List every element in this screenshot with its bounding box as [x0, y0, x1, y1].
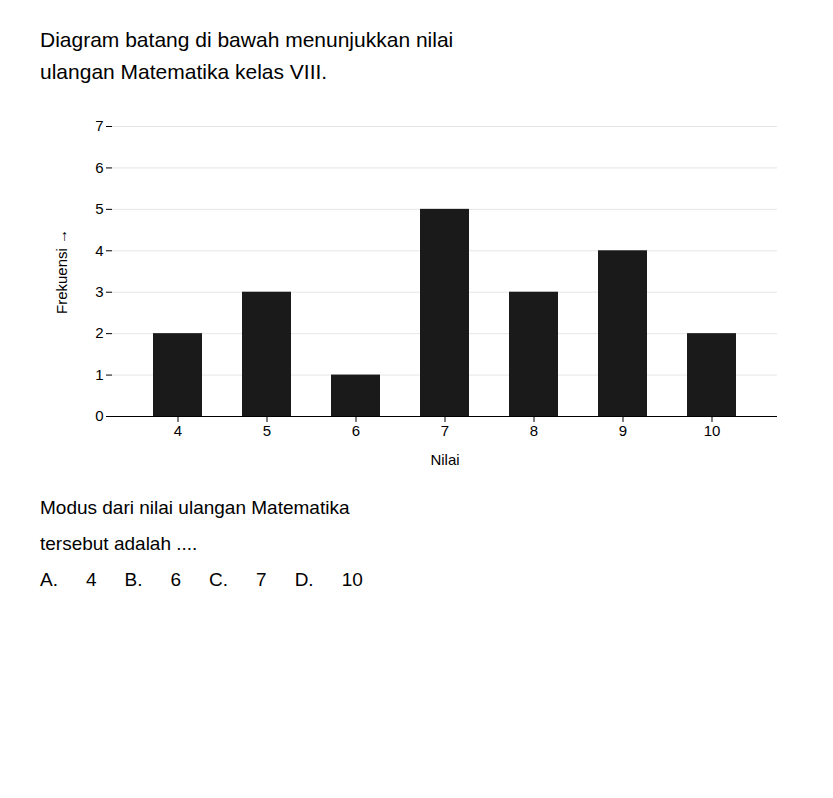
svg-text:Frekuensi →: Frekuensi → — [53, 229, 70, 314]
svg-text:3: 3 — [95, 283, 103, 300]
html-text:10: 10 — [341, 569, 363, 590]
svg-text:5: 5 — [263, 422, 271, 439]
html-text:C.: C. — [209, 569, 229, 590]
html-text:A.: A. — [40, 569, 58, 590]
svg-text:2: 2 — [95, 324, 103, 341]
svg-text:6: 6 — [95, 159, 103, 176]
html-text:ulangan Matematika kelas VIII.: ulangan Matematika kelas VIII. — [40, 60, 328, 83]
svg-text:8: 8 — [530, 422, 538, 439]
svg-text:0: 0 — [95, 407, 103, 424]
html-text:D.: D. — [294, 569, 314, 590]
html-text:4: 4 — [86, 569, 97, 590]
html-text:6: 6 — [170, 569, 182, 590]
svg-text:7: 7 — [95, 117, 103, 134]
svg-text:1: 1 — [95, 366, 103, 383]
svg-text:6: 6 — [352, 422, 360, 439]
svg-text:10: 10 — [704, 422, 721, 439]
svg-text:Nilai: Nilai — [430, 451, 459, 468]
html-text:B.: B. — [124, 569, 143, 590]
svg-text:7: 7 — [441, 422, 449, 439]
html-text:Diagram batang di bawah menunj: Diagram batang di bawah menunjukkan nila… — [40, 28, 454, 51]
html-text:tersebut adalah ....: tersebut adalah .... — [40, 533, 198, 554]
html-text:7: 7 — [256, 569, 267, 590]
html-text:Modus dari nilai ulangan Matem: Modus dari nilai ulangan Matematika — [40, 497, 350, 518]
svg-text:5: 5 — [95, 200, 103, 217]
svg-text:4: 4 — [95, 242, 103, 259]
svg-text:4: 4 — [174, 422, 182, 439]
svg-text:9: 9 — [619, 422, 627, 439]
